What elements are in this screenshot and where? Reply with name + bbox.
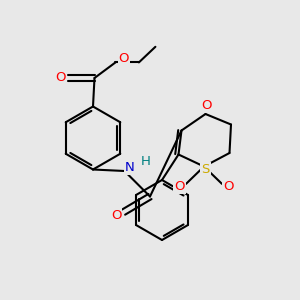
Text: O: O (174, 180, 185, 193)
Text: O: O (56, 70, 66, 84)
Text: S: S (201, 163, 210, 176)
Text: N: N (125, 161, 135, 174)
Text: O: O (119, 52, 129, 65)
Text: O: O (223, 180, 234, 193)
Text: O: O (111, 208, 122, 222)
Text: H: H (141, 155, 151, 169)
Text: O: O (202, 99, 212, 112)
